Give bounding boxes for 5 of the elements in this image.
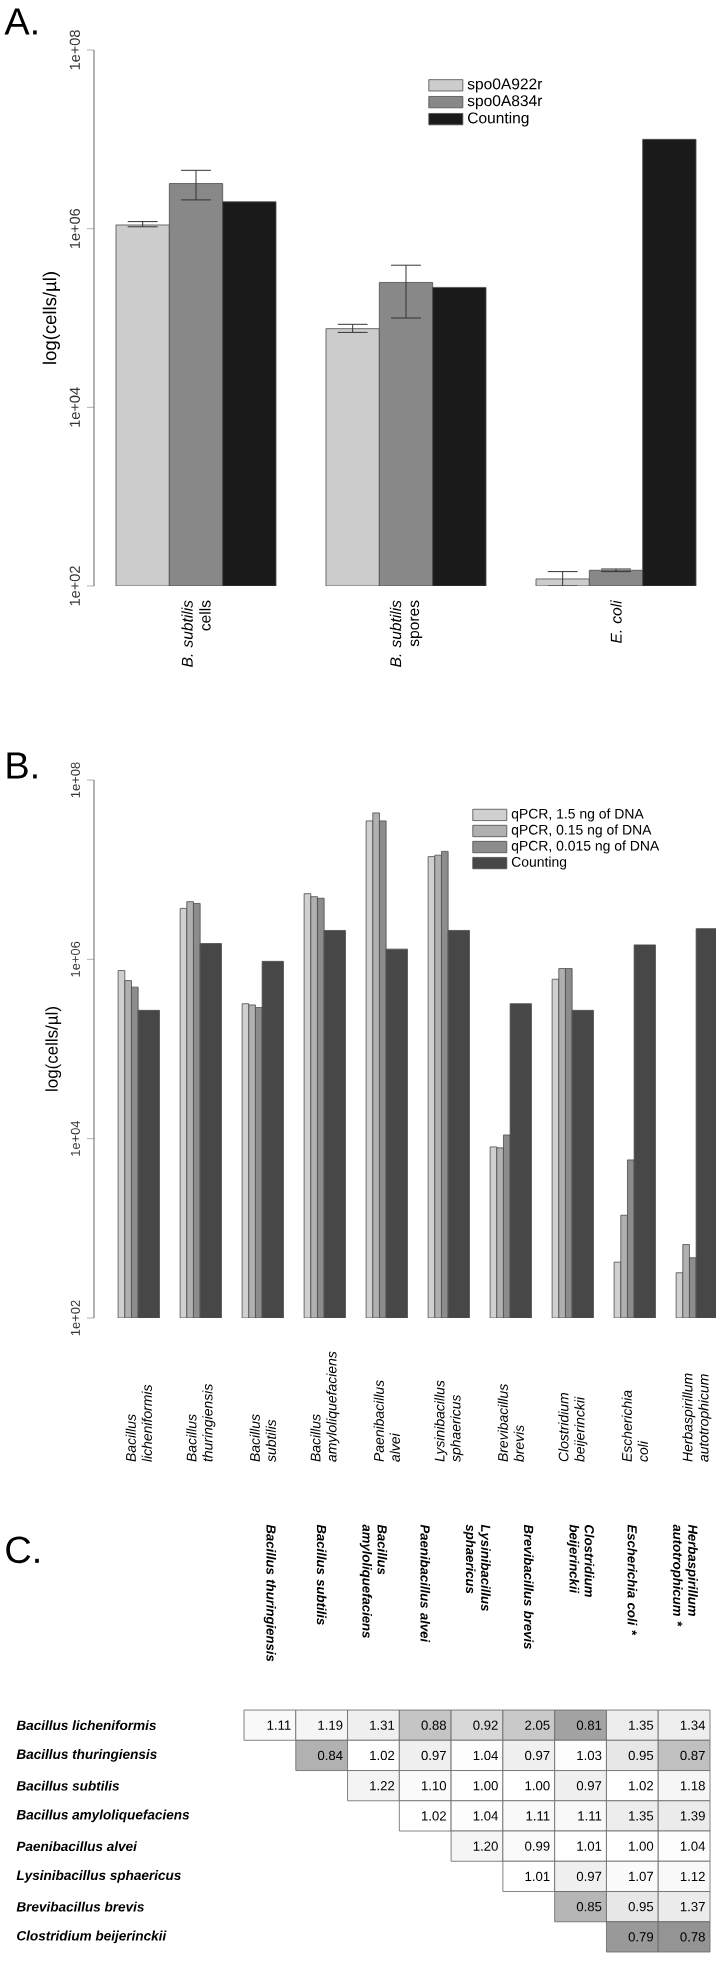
y-axis-title: log(cells/µl) <box>45 1007 62 1091</box>
chart-title: B. <box>7 752 37 779</box>
y-axis-title: log(cells/µl) <box>42 272 60 364</box>
chart-title: C. <box>6 1536 39 1564</box>
chart-title: A. <box>4 8 37 35</box>
